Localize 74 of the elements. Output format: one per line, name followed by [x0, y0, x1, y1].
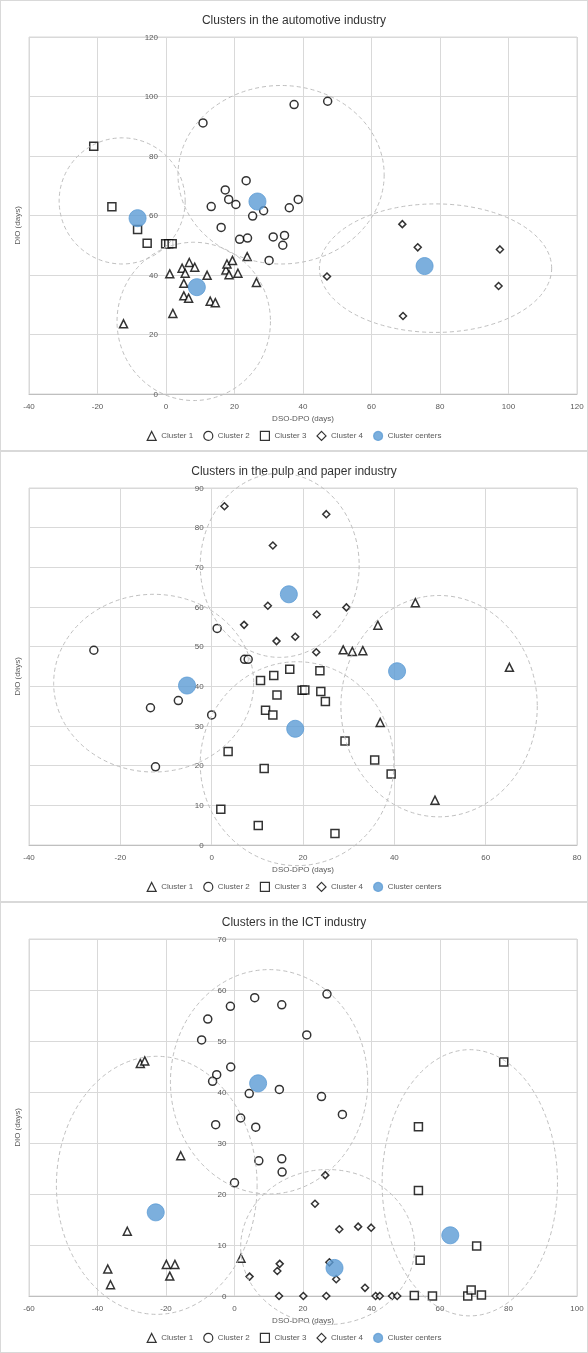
x-tick-label: 40 [367, 1303, 377, 1313]
y-tick-label: 50 [217, 1036, 228, 1046]
x-tick-label: 120 [570, 401, 585, 411]
y-tick-label: 20 [149, 330, 159, 339]
y-tick-label: 40 [194, 681, 205, 691]
legend-label: Cluster 2 [217, 431, 251, 441]
y-tick-label: 20 [217, 1189, 228, 1199]
y-tick-label: 30 [217, 1138, 228, 1148]
y-tick-label: 40 [149, 270, 159, 280]
x-tick-label: 20 [298, 1303, 308, 1313]
x-tick-label: -20 [160, 1303, 173, 1313]
y-tick-label: 10 [194, 800, 205, 810]
y-axis-title: DIO (days) [12, 205, 22, 245]
y-tick-label: 50 [194, 642, 205, 652]
y-tick-label: 0 [199, 840, 205, 850]
x-tick-label: 0 [232, 1303, 238, 1313]
x-tick-label: 20 [230, 401, 240, 411]
y-tick-label: 80 [149, 151, 159, 161]
legend-label: Cluster 4 [331, 431, 364, 441]
x-tick-label: -20 [114, 852, 127, 862]
legend-label: Cluster 3 [274, 431, 307, 441]
y-tick-label: 70 [217, 934, 228, 944]
legend-label: Cluster 2 [217, 1333, 251, 1343]
x-axis-title: DSO-DPO (days) [272, 1316, 335, 1326]
x-tick-label: 60 [435, 1303, 445, 1313]
legend-label: Cluster 1 [161, 1333, 194, 1343]
y-tick-label: 120 [144, 32, 159, 42]
y-tick-label: 60 [149, 211, 159, 220]
x-tick-label: 80 [504, 1303, 514, 1313]
x-tick-label: 100 [501, 401, 516, 411]
y-tick-label: 10 [217, 1240, 228, 1250]
x-axis-title: DSO-DPO (days) [272, 414, 335, 424]
legend-label: Cluster 4 [331, 882, 364, 892]
x-axis-title: DSO-DPO (days) [272, 865, 335, 875]
y-tick-label: 30 [194, 721, 205, 731]
legend-label: Cluster centers [387, 1333, 442, 1343]
x-tick-label: -40 [91, 1303, 104, 1313]
y-tick-label: 20 [194, 761, 205, 771]
x-tick-label: -40 [23, 852, 36, 862]
legend-label: Cluster 1 [161, 431, 194, 441]
x-tick-label: 20 [298, 852, 308, 862]
x-tick-label: 40 [389, 852, 400, 862]
y-tick-label: 80 [194, 523, 205, 533]
y-tick-label: 60 [194, 602, 205, 612]
y-tick-label: 40 [217, 1087, 228, 1097]
y-tick-label: 90 [194, 483, 205, 493]
x-tick-label: -60 [23, 1303, 36, 1313]
x-tick-label: -20 [91, 401, 104, 411]
x-tick-label: 0 [209, 852, 215, 862]
y-axis-title: DIO (days) [12, 656, 22, 696]
x-tick-label: 60 [481, 852, 491, 862]
legend-label: Cluster 2 [217, 882, 251, 892]
legend-label: Cluster 3 [274, 882, 307, 892]
x-tick-label: 60 [367, 401, 377, 411]
y-tick-label: 0 [222, 1291, 228, 1301]
y-tick-label: 70 [194, 562, 205, 572]
legend-label: Cluster centers [387, 882, 442, 892]
y-axis-title: DIO (days) [12, 1107, 22, 1147]
legend-label: Cluster centers [387, 431, 442, 441]
legend-label: Cluster 4 [331, 1333, 364, 1343]
x-tick-label: 100 [570, 1303, 585, 1313]
x-tick-label: 80 [435, 401, 445, 411]
x-tick-label: 80 [572, 852, 582, 862]
y-tick-label: 0 [153, 389, 159, 399]
chart-title: Clusters in the ICT industry [221, 915, 367, 929]
x-tick-label: 40 [298, 401, 308, 411]
legend-label: Cluster 3 [274, 1333, 307, 1343]
x-tick-label: -40 [23, 401, 36, 411]
x-tick-label: 0 [163, 401, 169, 411]
y-tick-label: 100 [144, 92, 159, 101]
y-tick-label: 60 [217, 985, 228, 995]
chart-title: Clusters in the pulp and paper industry [191, 464, 397, 478]
chart-title: Clusters in the automotive industry [201, 13, 387, 27]
legend-label: Cluster 1 [161, 882, 194, 892]
